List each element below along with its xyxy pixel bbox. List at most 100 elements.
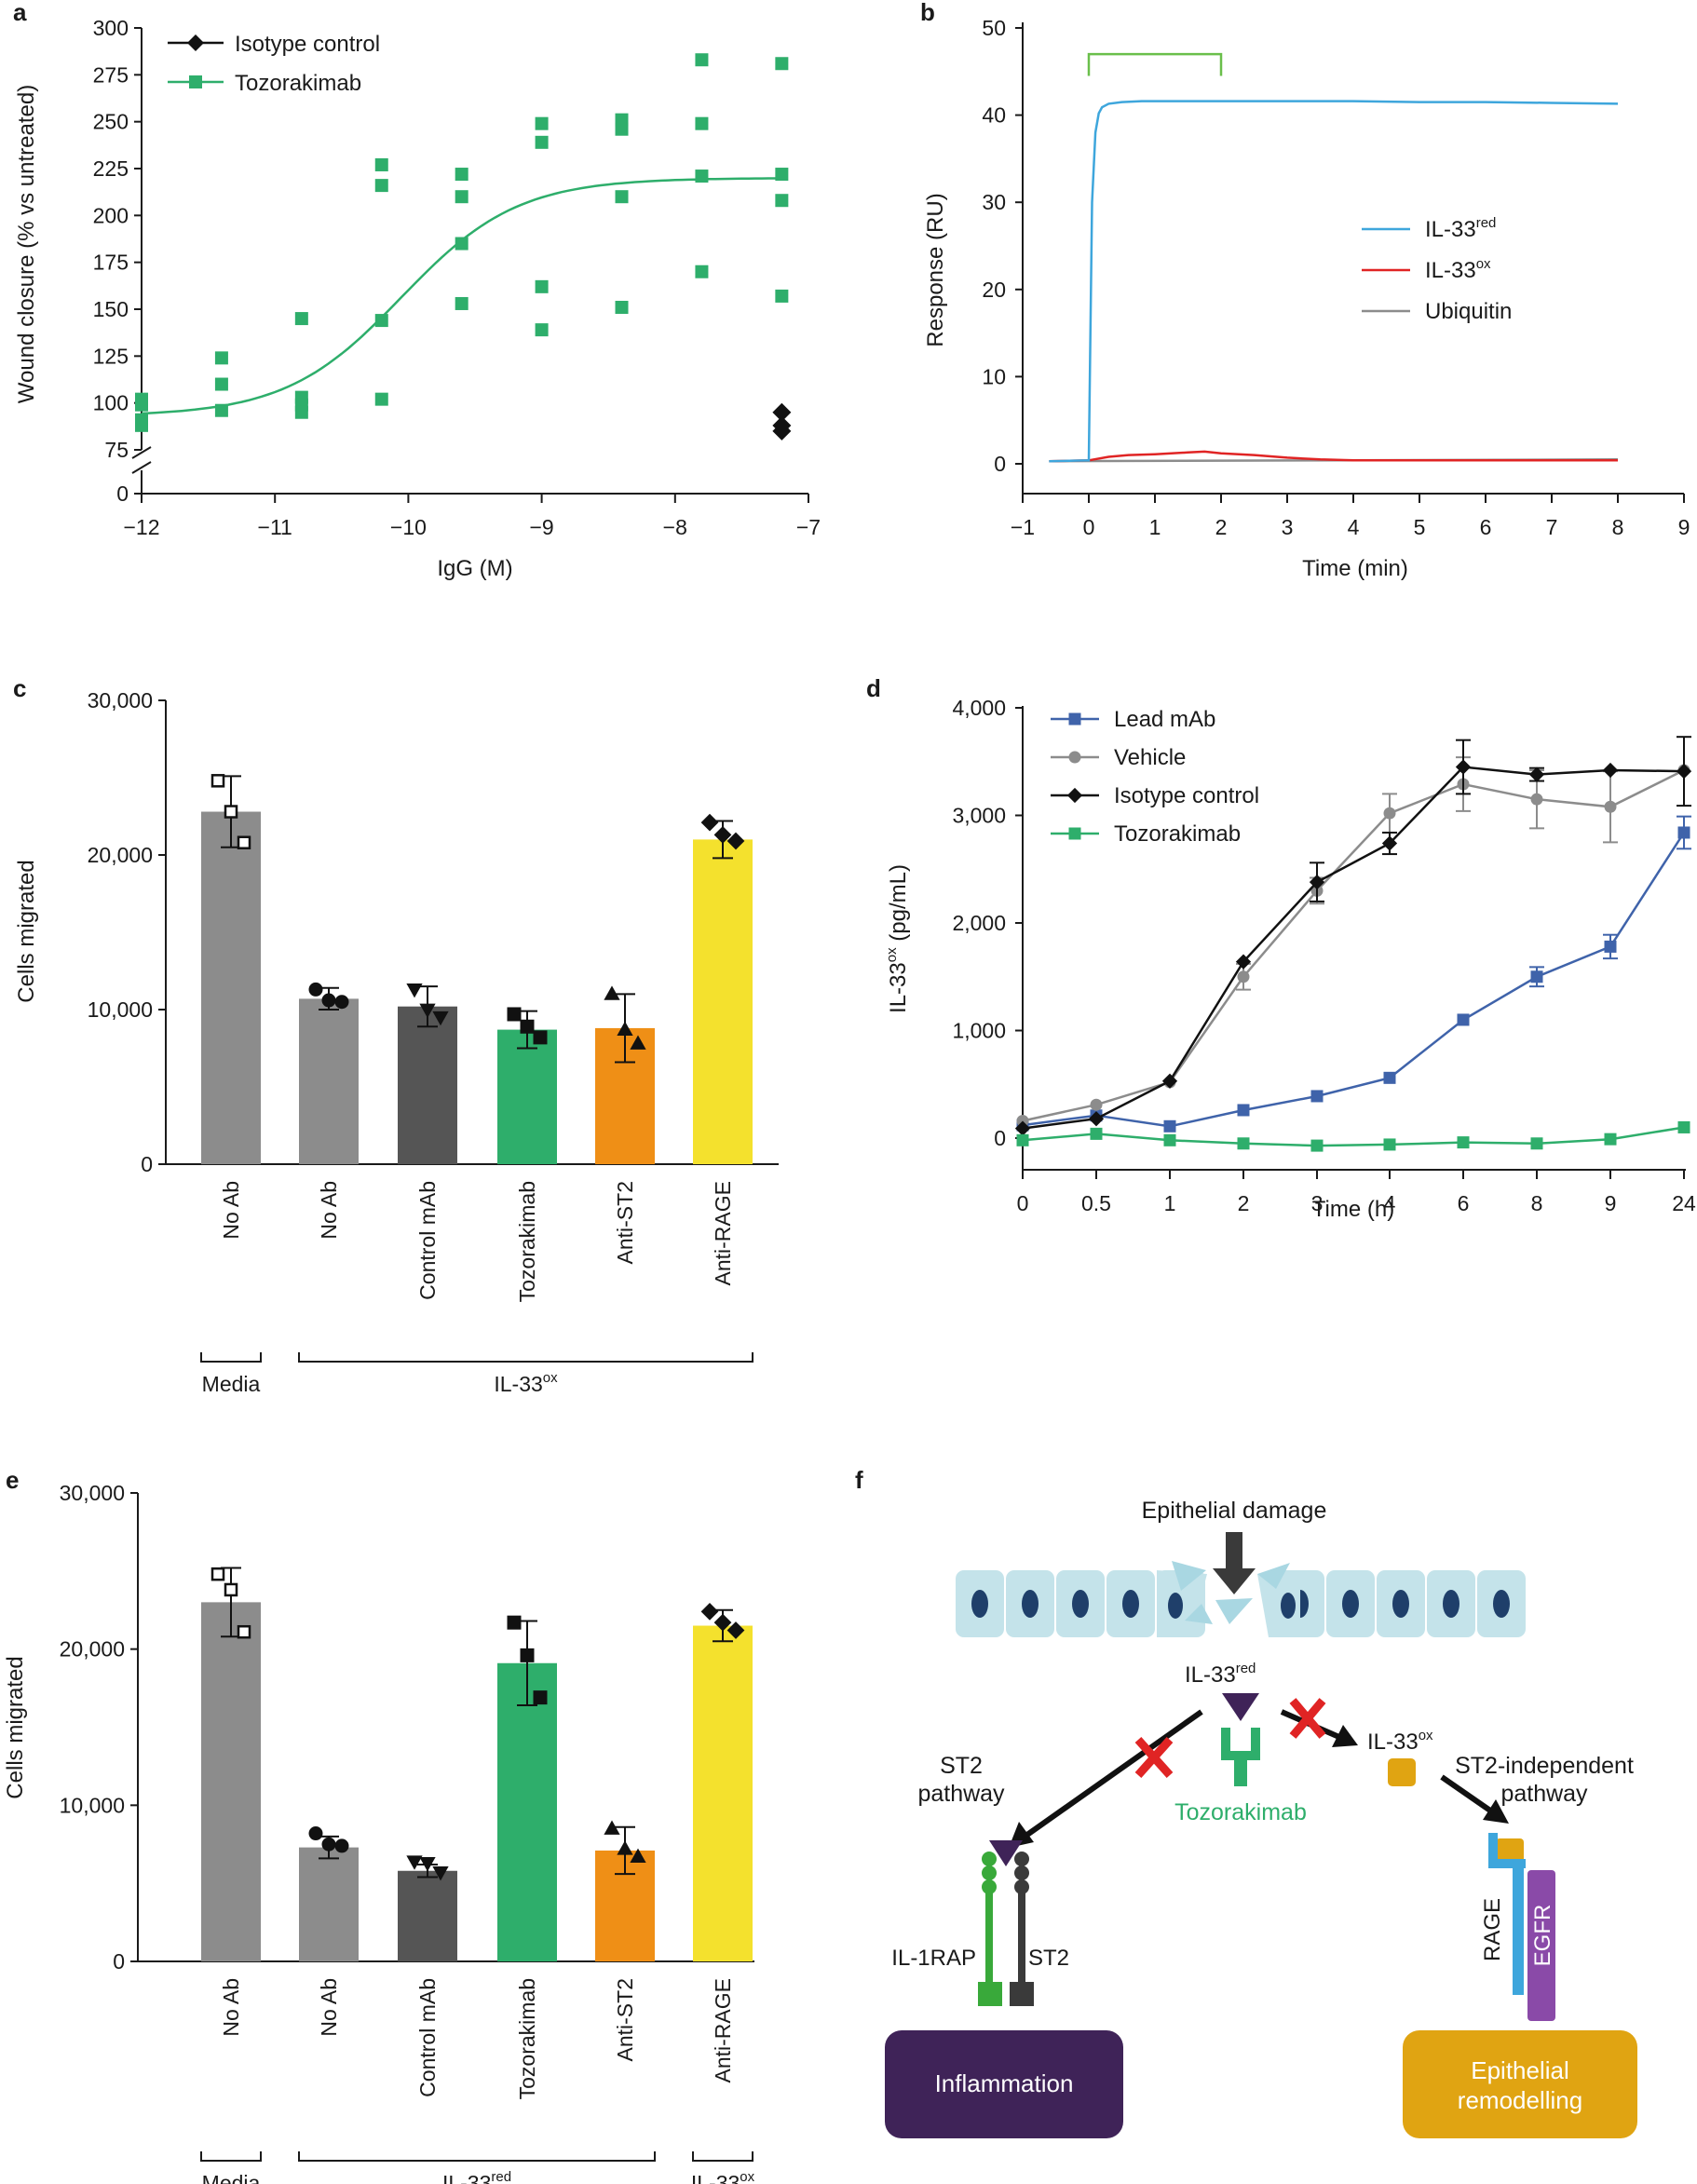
diagram-f-st2-domain-2 [1014,1865,1029,1880]
chart-d-data-point [1163,1133,1176,1146]
chart-a-ytick-label: 225 [93,156,129,181]
chart-e-data-point [713,1613,732,1632]
chart-e-data-point [237,1624,251,1639]
chart-c-group-bracket [200,1352,262,1363]
chart-b-ytick-label: 20 [982,278,1006,302]
diagram-f-shard-1 [1172,1561,1206,1591]
chart-a-ytick-label: 275 [93,62,129,87]
chart-e-bar [201,1602,261,1961]
chart-d-legend-label: Isotype control [1114,783,1259,808]
diagram-f-ox-arrow-head [1332,1725,1358,1747]
chart-a-point-tozorakimab [374,314,388,328]
chart-e-group-bracket [200,2151,262,2162]
chart-e-data-point [321,1837,336,1852]
chart-c-category-label: Anti-ST2 [613,1181,637,1264]
diagram-f-st2-receptor [1010,1852,1034,2006]
chart-c-group-label: Media [202,1372,261,1396]
diagram-f-rage-receptor-top [1488,1833,1498,1868]
chart-d-data-point [1602,762,1619,779]
chart-a-point-tozorakimab [695,116,709,130]
diagram-f-block-cross-right-stroke-2 [1289,1698,1326,1739]
chart-d-series-line [1022,832,1686,1128]
chart-a-point-tozorakimab [535,323,549,337]
chart-c-group-label: IL-33ox [494,1370,558,1396]
chart-e-category-label: Control mAb [415,1978,440,2097]
diagram-f-shard-3 [1215,1598,1253,1624]
chart-b-xtick-label: 8 [1612,515,1624,539]
chart-a-point-tozorakimab [294,312,308,326]
diagram-f-remodelling-line2: remodelling [1458,2086,1582,2114]
chart-d-data-point [1604,940,1617,953]
chart-a-point-tozorakimab [775,194,789,208]
chart-a-xtick-label: −10 [390,515,427,539]
chart-d-data-point [1677,826,1690,839]
chart-d-xtick-label: 9 [1605,1191,1617,1215]
chart-d-data-point [1016,1133,1029,1146]
chart-c-bar [398,1006,457,1164]
diagram-f-il33red-name: IL-33 [1185,1662,1236,1688]
chart-e-bar [497,1662,557,1961]
chart-a-ytick-label: 125 [93,344,129,368]
chart-e-group-label: IL-33ox [691,2169,755,2184]
diagram-f-cell-nucleus [1122,1590,1139,1618]
chart-c-data-point [713,826,732,844]
chart-a-point-tozorakimab [455,168,468,182]
chart-d-data-point [1528,766,1545,782]
chart-d-x-label: Time (h) [1312,1197,1394,1222]
chart-e-ytick-label: 0 [113,1949,125,1974]
chart-e-data-point [210,1567,225,1581]
chart-a-point-tozorakimab [615,300,629,314]
chart-d-data-point [1677,1120,1690,1133]
chart-e-bar [299,1847,359,1961]
chart-c-data-point [617,1021,633,1036]
chart-d-data-point [1530,793,1543,806]
diagram-f-st2-domain-1 [1014,1852,1029,1866]
chart-d-data-point [1014,1120,1031,1136]
chart-e-group-label: IL-33red [442,2169,511,2184]
chart-e-group-label-name: IL-33 [442,2171,491,2184]
chart-e-data-point [617,1840,633,1855]
chart-a: 0 75 100 125 150 175 200 225 250 275 300 −12 −11 −1… [14,16,821,581]
chart-a-ytick-label: 150 [93,297,129,321]
chart-d-data-point [1604,1133,1617,1146]
chart-c-group-label-name: Media [202,1372,261,1396]
diagram-f-tozorakimab-label: Tozorakimab [1174,1799,1307,1825]
diagram-f-rage-arrow-head [1483,1799,1509,1824]
diagram-f-st2-pathway-line1: ST2 [940,1753,983,1779]
chart-b-legend-label-ubiquitin: Ubiquitin [1425,299,1512,324]
panel-label-d: d [866,674,881,702]
diagram-f-block-cross-left-stroke-2 [1134,1736,1174,1779]
chart-d-legend-marker [1066,787,1083,804]
chart-a-point-tozorakimab [455,190,468,204]
chart-a-point-tozorakimab [775,168,789,182]
chart-d-data-point [1604,800,1617,813]
chart-a-legend-label-isotype: Isotype control [235,32,380,57]
chart-d-data-point [1530,970,1543,983]
chart-d-xtick-label: 3 [1311,1191,1324,1215]
panel-label-b: b [920,0,935,26]
chart-d-legend-label: Tozorakimab [1114,821,1241,847]
diagram-f-il1rap-stalk [985,1891,993,1982]
chart-a-xtick-label: −9 [529,515,553,539]
chart-c-data-point [432,1011,449,1026]
chart-e: 0 10,000 20,000 30,000 No Ab No Ab Control mAb… [3,1481,755,2184]
chart-b-xtick-label: 9 [1678,515,1690,539]
chart-d-xtick-label: 8 [1531,1191,1543,1215]
chart-d-xtick-label: 0 [1017,1191,1029,1215]
diagram-f-st2-independent-line1: ST2-independent [1455,1753,1634,1779]
chart-d-series-line [1022,768,1685,1122]
chart-c-data-point [700,813,719,832]
chart-a-point-tozorakimab [374,392,388,406]
chart-e-group-label: Media [202,2171,261,2184]
chart-b-legend-il33red-sup: red [1476,215,1497,231]
diagram-f-il1rap-domain-1 [982,1852,997,1866]
chart-a-ytick-label: 100 [93,391,129,415]
chart-a-point-tozorakimab [535,135,549,149]
chart-a-xtick-label: −8 [663,515,687,539]
chart-d-xtick-label: 0.5 [1081,1191,1111,1215]
chart-c-category-label: Control mAb [415,1181,440,1300]
chart-d-legend-marker [1068,712,1081,726]
diagram-f-st2-stalk [1018,1891,1025,1982]
chart-d-ytick-label: 3,000 [952,804,1006,828]
